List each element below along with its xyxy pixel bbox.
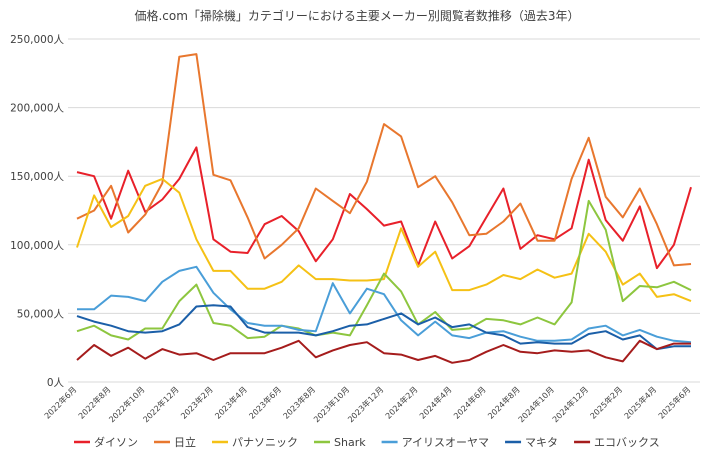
x-tick-label: 2024年8月 [485,384,521,420]
legend-label: マキタ [525,436,558,449]
y-tick-label: 50,000人 [17,308,65,320]
series-line [76,304,691,351]
x-tick-label: 2024年2月 [383,384,419,420]
y-tick-label: 0人 [47,377,65,389]
series-line [76,177,692,303]
legend-label: アイリスオーヤマ [402,436,489,449]
legend-label: 日立 [174,435,196,449]
x-tick-label: 2024年4月 [417,384,453,420]
x-tick-label: 2025年6月 [656,384,692,420]
y-tick-label: 100,000人 [10,240,64,252]
x-tick-label: 2023年12月 [345,384,385,424]
legend-label: パナソニック [232,436,298,449]
x-tick-label: 2022年12月 [141,384,181,424]
x-tick-label: 2022年8月 [76,384,112,420]
y-tick-label: 250,000人 [10,34,64,46]
y-tick-label: 150,000人 [10,171,64,183]
x-tick-label: 2023年2月 [178,384,214,420]
chart-title: 価格.com「掃除機」カテゴリーにおける主要メーカー別閲覧者数推移（過去3年） [134,8,579,23]
series-line [76,199,692,341]
x-tick-label: 2025年2月 [588,384,624,420]
series-group [76,53,692,364]
x-tick-label: 2024年12月 [550,384,590,424]
legend: ダイソン 日立 パナソニック Shark アイリスオーヤマ マキタ エコバックス [74,435,660,449]
legend-label: Shark [334,436,366,449]
x-axis: 2022年6月2022年8月2022年10月2022年12月2023年2月202… [42,384,692,424]
series-line [76,53,692,267]
series-line [77,265,692,344]
x-tick-label: 2023年4月 [213,384,249,420]
legend-label: ダイソン [94,435,138,449]
series-line [76,146,692,270]
legend-label: エコバックス [594,436,660,449]
x-tick-label: 2023年8月 [281,384,317,420]
x-tick-label: 2022年6月 [42,384,78,420]
x-tick-label: 2023年6月 [247,384,283,420]
y-tick-label: 200,000人 [10,103,64,115]
y-axis: 0人 50,000人 100,000人 150,000人 200,000人 250,000… [10,34,64,389]
x-tick-label: 2024年6月 [451,384,487,420]
x-tick-label: 2025年4月 [622,384,658,420]
series-line [76,339,691,364]
